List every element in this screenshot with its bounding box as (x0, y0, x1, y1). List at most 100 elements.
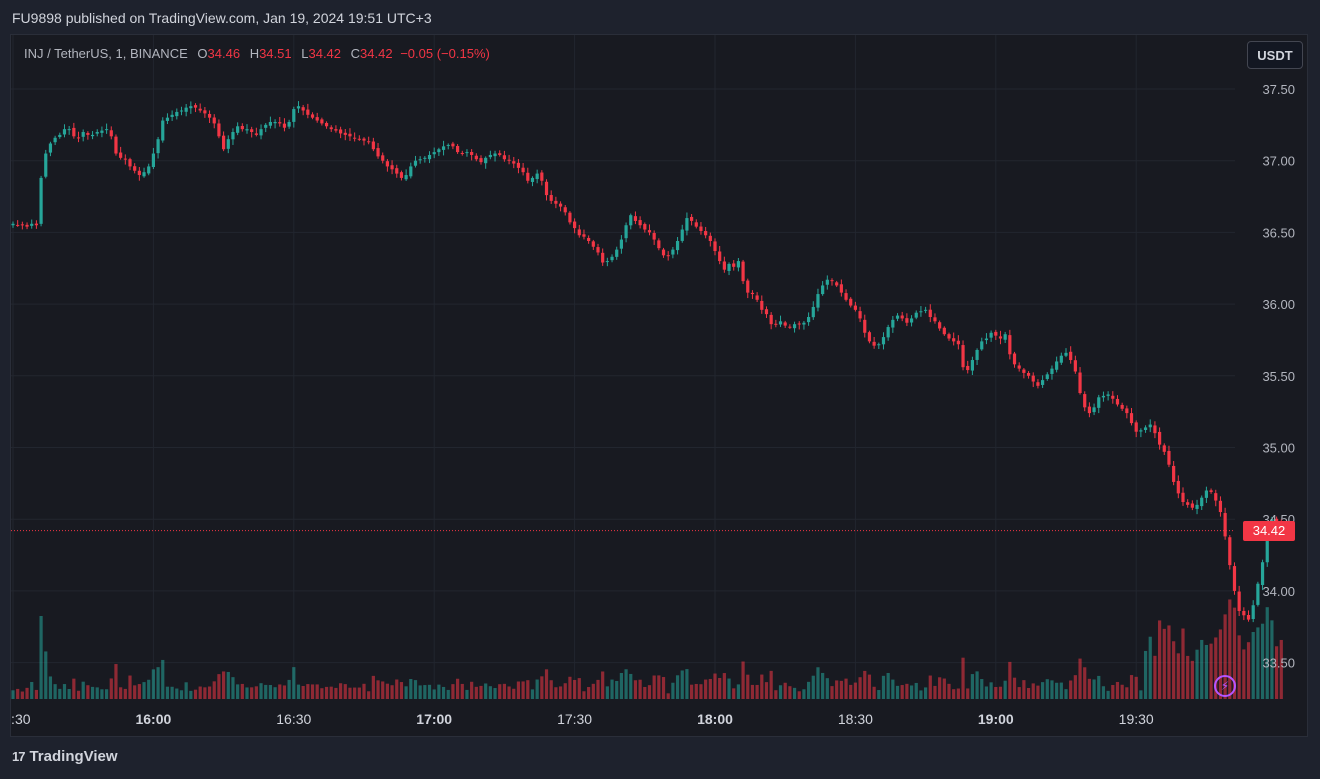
volume-bar (1275, 646, 1279, 699)
candle-body (563, 207, 567, 213)
candle-body (629, 215, 633, 226)
chart-panel[interactable]: 37.50 37.00 36.50 36.00 35.50 35.00 34.50 34.00… (10, 34, 1308, 737)
candle-body (1041, 380, 1045, 385)
close-label: C (350, 46, 361, 61)
volume-bar (718, 677, 722, 699)
volume-bar (1115, 681, 1120, 699)
candle-body (119, 152, 123, 158)
volume-bar (465, 689, 469, 699)
candle-body (909, 318, 914, 323)
currency-button[interactable]: USDT (1247, 41, 1303, 69)
candle-body (933, 317, 937, 322)
volume-bar (250, 687, 254, 699)
candle-body (245, 129, 249, 131)
volume-bar (413, 680, 418, 699)
candle-body (217, 123, 221, 137)
candle-body (259, 129, 263, 136)
volume-bar (217, 674, 221, 699)
candle-body (123, 158, 127, 160)
low-label: L (301, 46, 309, 61)
volume-bar (81, 681, 85, 699)
candle-body (1200, 497, 1204, 507)
candle-body (1209, 490, 1213, 492)
candle-body (792, 324, 797, 329)
volume-bar (184, 682, 188, 699)
y-tick-label: 37.00 (1262, 154, 1295, 169)
volume-bar (544, 669, 549, 699)
candle-body (193, 105, 198, 108)
volume-bar (25, 687, 29, 699)
candle-body (858, 311, 862, 319)
candle-body (62, 129, 67, 135)
y-tick-label: 33.50 (1262, 656, 1295, 671)
candle-body (863, 319, 867, 333)
candle-body (591, 241, 595, 247)
volume-bar (76, 690, 81, 699)
volume-bar (1260, 623, 1265, 699)
high-value: 34.51 (259, 46, 292, 61)
volume-bar (998, 686, 1003, 699)
candle-body (961, 345, 965, 368)
candle-body (1031, 375, 1035, 382)
volume-bar (1087, 678, 1091, 699)
volume-bar (245, 687, 249, 699)
volume-bar (643, 686, 647, 699)
candle-body (240, 125, 244, 130)
volume-bar (722, 673, 726, 699)
candle-body (1097, 397, 1101, 408)
candle-body (633, 216, 638, 221)
volume-bar (67, 688, 71, 699)
volume-bar (1270, 620, 1274, 699)
alert-bolt-icon[interactable]: ⚡ (1214, 675, 1236, 697)
volume-bar (1083, 667, 1087, 699)
volume-bar (114, 664, 118, 699)
candle-body (1022, 369, 1026, 373)
x-tick-label: 16:00 (135, 711, 171, 727)
volume-bar (310, 684, 315, 699)
candle-body (385, 161, 389, 167)
candle-body (423, 157, 427, 159)
tradingview-brand[interactable]: 17 TradingView (12, 748, 118, 765)
candle-body (1134, 422, 1138, 432)
candle-body (610, 256, 614, 261)
candle-body (105, 129, 109, 131)
candle-body (58, 134, 62, 138)
volume-bar (895, 685, 900, 699)
volume-bar (1111, 685, 1115, 699)
candle-body (156, 139, 160, 154)
candle-body (1172, 465, 1176, 482)
candle-body (254, 133, 258, 135)
volume-bar (732, 688, 736, 699)
volume-bar (58, 688, 62, 699)
candle-body (479, 158, 483, 163)
volume-bar (1017, 687, 1021, 699)
volume-bar (1031, 683, 1035, 699)
volume-bar (1237, 635, 1241, 699)
open-label: O (197, 46, 208, 61)
volume-bar (151, 669, 155, 699)
candle-body (900, 315, 904, 319)
candle-body (343, 132, 347, 135)
chart-canvas[interactable]: 37.5037.0036.5036.0035.5035.0034.5034.00… (11, 35, 1307, 736)
candle-body (568, 212, 572, 223)
volume-bar (231, 677, 235, 699)
candle-body (367, 141, 371, 143)
volume-bar (423, 685, 427, 699)
volume-bar (984, 686, 989, 699)
candle-body (839, 284, 843, 293)
high-label: H (249, 46, 260, 61)
candle-body (1064, 352, 1068, 356)
candle-body (413, 160, 418, 166)
candle-body (573, 221, 577, 229)
volume-bar (966, 688, 970, 699)
volume-bar (1139, 690, 1143, 699)
volume-bar (867, 674, 872, 699)
volume-bar (446, 689, 450, 699)
candle-body (1111, 395, 1115, 399)
candle-body (657, 240, 661, 249)
volume-bar (1223, 614, 1227, 699)
volume-bar (690, 684, 694, 699)
candle-body (137, 170, 141, 176)
candle-body (418, 159, 422, 161)
candle-body (1017, 365, 1021, 369)
